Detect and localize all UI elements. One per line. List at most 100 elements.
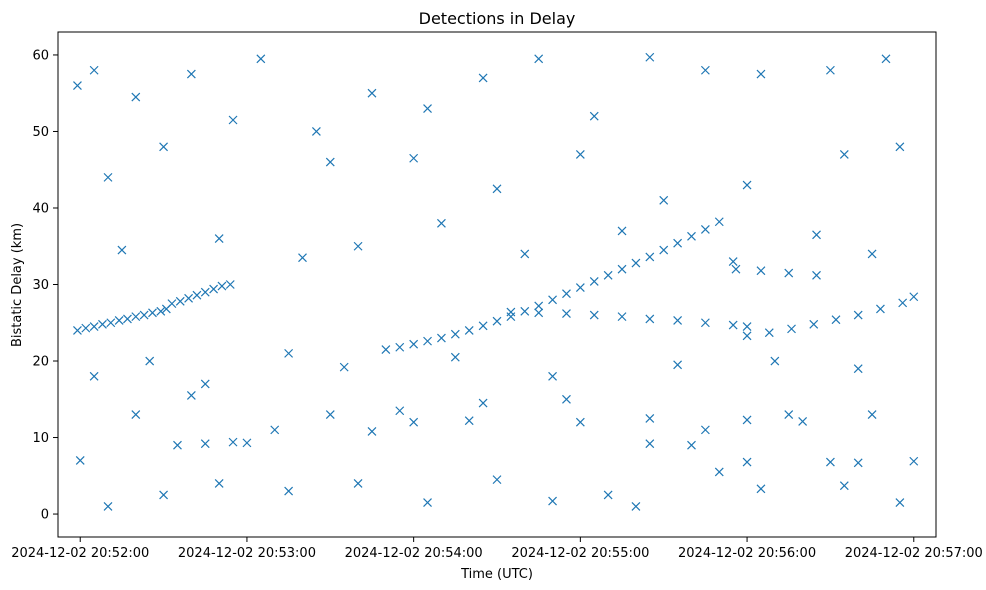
data-point-marker: [75, 456, 85, 465]
data-point-marker: [714, 217, 724, 227]
data-point-marker: [714, 467, 724, 477]
data-point-marker: [756, 484, 766, 494]
data-point-marker: [853, 458, 863, 468]
plot-area: [73, 52, 919, 511]
data-point-marker: [478, 73, 488, 83]
data-point-marker: [617, 312, 627, 322]
plot-frame: [57, 31, 937, 538]
data-point-marker: [617, 264, 627, 274]
data-point-marker: [867, 249, 877, 259]
data-point-marker: [853, 364, 863, 374]
data-point-marker: [673, 316, 683, 325]
data-point-marker: [876, 304, 885, 314]
data-point-marker: [534, 301, 544, 311]
data-point-marker: [214, 234, 224, 244]
data-point-marker: [742, 457, 752, 467]
data-point-marker: [631, 258, 641, 268]
data-point-marker: [784, 268, 794, 278]
data-point-marker: [353, 479, 363, 488]
data-point-marker: [450, 352, 460, 362]
y-axis-label: Bistatic Delay (km): [10, 223, 25, 347]
data-point-marker: [89, 65, 99, 75]
data-point-marker: [423, 498, 432, 507]
data-point-marker: [506, 307, 516, 317]
data-point-marker: [186, 69, 196, 79]
data-point-marker: [492, 184, 502, 194]
data-point-marker: [839, 149, 849, 159]
data-point-marker: [117, 245, 127, 255]
data-point-marker: [123, 314, 132, 324]
data-point-marker: [228, 115, 238, 125]
x-tick-label: 2024-12-02 20:56:00: [678, 546, 816, 561]
data-point-marker: [589, 310, 599, 320]
data-point-marker: [898, 298, 908, 308]
data-point-marker: [478, 398, 488, 408]
data-point-marker: [156, 306, 166, 316]
x-tick-label: 2024-12-02 20:52:00: [11, 546, 149, 561]
data-point-marker: [731, 264, 741, 274]
data-point-marker: [548, 371, 557, 381]
data-point-marker: [534, 54, 544, 64]
data-point-marker: [825, 457, 835, 467]
y-tick-label: 0: [41, 508, 49, 523]
data-point-marker: [895, 142, 905, 152]
data-point-marker: [242, 438, 252, 448]
data-point-marker: [700, 65, 710, 75]
data-point-marker: [839, 481, 849, 491]
data-point-marker: [200, 379, 210, 389]
data-point-marker: [148, 308, 157, 318]
data-point-marker: [106, 318, 116, 328]
data-point-marker: [367, 426, 377, 436]
data-point-marker: [881, 54, 891, 64]
data-point-marker: [631, 501, 641, 511]
data-point-marker: [645, 252, 655, 262]
data-point-marker: [742, 331, 752, 341]
data-point-marker: [575, 149, 585, 159]
data-point-marker: [798, 417, 808, 426]
data-point-marker: [812, 230, 821, 240]
data-point-marker: [98, 319, 107, 329]
data-point-marker: [700, 425, 710, 435]
y-axis-ticks: 0 10 20 30 40 50 60: [32, 48, 58, 523]
data-point-marker: [645, 439, 655, 449]
data-point-marker: [353, 241, 363, 251]
data-point-marker: [284, 486, 294, 496]
data-point-marker: [225, 280, 235, 289]
data-point-marker: [192, 290, 202, 300]
data-point-marker: [367, 88, 377, 98]
data-point-marker: [450, 329, 460, 339]
data-point-marker: [548, 295, 557, 305]
data-point-marker: [131, 410, 141, 420]
data-point-marker: [784, 410, 794, 420]
data-point-marker: [167, 299, 177, 309]
data-point-marker: [617, 226, 627, 236]
x-tick-label: 2024-12-02 20:57:00: [845, 546, 983, 561]
data-point-marker: [575, 283, 585, 292]
data-point-marker: [867, 410, 877, 420]
data-point-marker: [603, 270, 613, 280]
data-point-marker: [409, 417, 419, 427]
data-point-marker: [520, 249, 530, 259]
y-tick-label: 20: [32, 355, 49, 370]
data-point-marker: [217, 281, 227, 291]
y-tick-label: 10: [32, 431, 49, 446]
data-point-marker: [103, 172, 113, 182]
data-point-marker: [437, 218, 446, 228]
data-point-marker: [812, 270, 821, 280]
y-tick-label: 30: [32, 278, 49, 293]
data-point-marker: [214, 479, 224, 488]
data-point-marker: [895, 498, 905, 507]
data-point-marker: [437, 333, 446, 343]
data-point-marker: [228, 437, 238, 447]
data-point-marker: [131, 92, 141, 102]
data-point-marker: [209, 284, 219, 294]
y-tick-label: 50: [32, 125, 49, 140]
data-point-marker: [742, 180, 752, 190]
data-point-marker: [659, 245, 669, 255]
data-point-marker: [145, 356, 155, 366]
data-point-marker: [909, 292, 919, 302]
x-tick-label: 2024-12-02 20:54:00: [345, 546, 483, 561]
